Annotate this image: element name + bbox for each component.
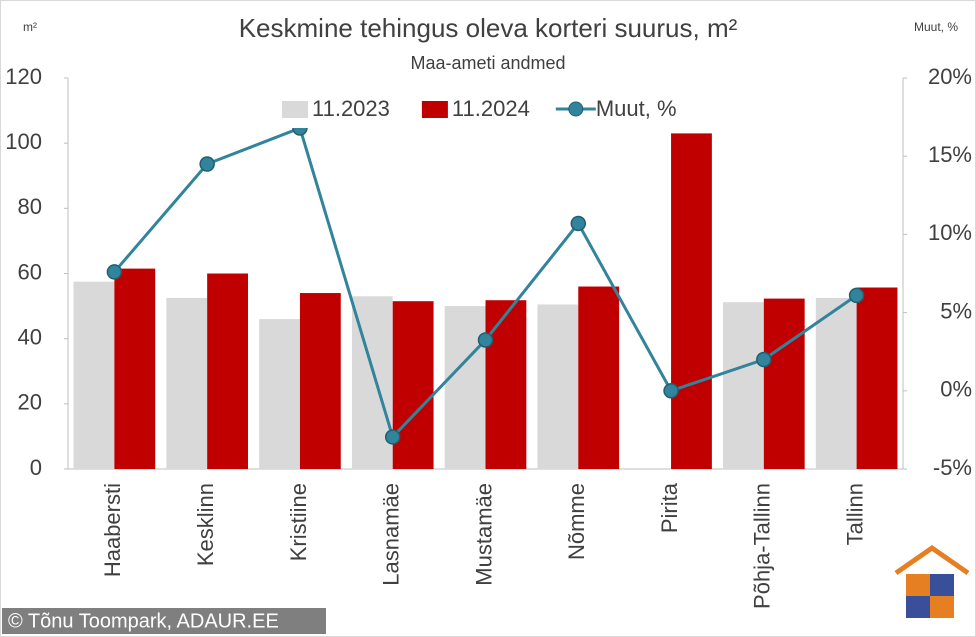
y-tick-label: 80	[18, 194, 42, 219]
line-marker	[663, 383, 679, 399]
y2-tick-label: 15%	[928, 142, 972, 167]
line-marker	[756, 351, 772, 368]
bar	[114, 268, 156, 469]
y2-tick-label: 20%	[928, 64, 972, 89]
y-tick-label: 20	[18, 390, 42, 415]
bar	[299, 293, 341, 469]
bar	[815, 297, 857, 469]
bar	[207, 273, 248, 469]
y2-tick-label: 10%	[928, 220, 972, 245]
x-tick-label: Nõmme	[564, 483, 589, 560]
line-marker	[477, 332, 494, 348]
bar	[723, 302, 764, 469]
bar	[485, 300, 527, 469]
y-tick-label: 60	[18, 259, 42, 284]
y-tick-label: 100	[5, 129, 42, 154]
x-tick-label: Põhja-Tallinn	[750, 483, 775, 609]
logo	[894, 544, 970, 618]
bar	[763, 298, 805, 469]
x-tick-label: Kesklinn	[193, 483, 218, 566]
line-marker	[848, 287, 865, 304]
bar	[259, 319, 300, 469]
chart-subtitle: Maa-ameti andmed	[410, 53, 565, 73]
legend-label: 11.2023	[312, 96, 390, 121]
y2-tick-label: 0%	[940, 377, 972, 402]
bar	[166, 297, 208, 469]
y2-tick-label: -5%	[933, 455, 972, 480]
legend-label: Muut, %	[596, 96, 677, 121]
legend-swatch	[282, 101, 308, 118]
bar	[73, 281, 115, 469]
line-marker	[570, 215, 587, 232]
bar	[537, 304, 579, 469]
bar	[444, 306, 486, 469]
y2-axis-label: Muut, %	[914, 20, 958, 34]
x-tick-label: Lasnamäe	[379, 483, 404, 586]
line-marker	[384, 429, 401, 445]
x-tick-label: Pirita	[657, 482, 682, 533]
bar	[578, 286, 620, 469]
x-tick-label: Tallinn	[842, 483, 867, 545]
line-marker	[199, 156, 215, 172]
legend-swatch	[568, 101, 584, 117]
chart-title: Keskmine tehingus oleva korteri suurus, …	[239, 13, 738, 43]
y-tick-label: 40	[18, 324, 42, 349]
bar	[856, 287, 898, 469]
legend-swatch	[421, 101, 448, 118]
y2-tick-label: 5%	[940, 298, 972, 323]
x-tick-label: Mustamäe	[471, 483, 496, 586]
credit-box	[2, 608, 326, 634]
bar	[392, 301, 434, 469]
bar	[671, 133, 712, 469]
x-tick-label: Kristiine	[286, 483, 311, 561]
legend-label: 11.2024	[452, 96, 530, 121]
line-marker	[106, 264, 123, 280]
y-tick-label: 120	[5, 64, 42, 89]
credit: © Tõnu Toompark, ADAUR.EE	[8, 610, 279, 632]
y-tick-label: 0	[30, 455, 42, 480]
y-axis-label: m²	[23, 20, 37, 34]
x-tick-label: Haabersti	[100, 483, 125, 577]
